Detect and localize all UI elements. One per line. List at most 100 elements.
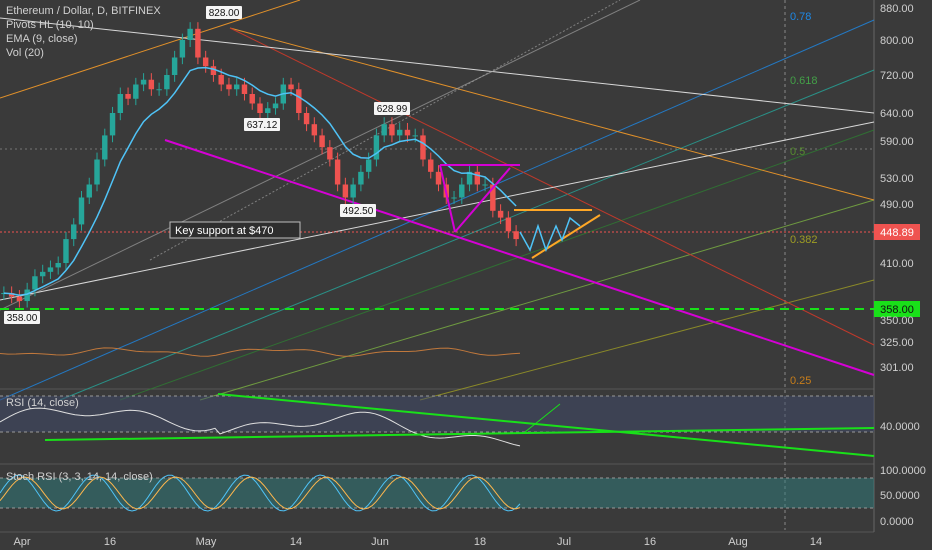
fib-label: 0.382 [790, 234, 818, 246]
price-axis-tick: 350.00 [880, 315, 914, 327]
date-axis-tick: 16 [104, 536, 116, 548]
date-axis-tick: May [196, 536, 217, 548]
candle-body [86, 184, 92, 198]
price-axis-tick: 530.00 [880, 173, 914, 185]
date-axis-tick: 16 [644, 536, 656, 548]
price-axis-tick: 301.00 [880, 362, 914, 374]
candle-body [171, 57, 178, 75]
fib-line-0-25 [419, 279, 875, 401]
candle-body [428, 159, 434, 172]
candle-body [474, 171, 481, 185]
stoch-axis-tick: 100.0000 [880, 465, 926, 477]
candle-body [358, 171, 364, 185]
price-axis-tick: 640.00 [880, 108, 914, 120]
price-axis-tick: 490.00 [880, 199, 914, 211]
candle-body [187, 28, 193, 40]
candle-body [373, 135, 380, 160]
candle-body [140, 79, 147, 85]
legend-symbol: Ethereum / Dollar, D, BITFINEX [6, 5, 161, 17]
date-axis-tick: 14 [810, 536, 822, 548]
candle-body [78, 197, 85, 225]
date-axis-tick: 14 [290, 536, 302, 548]
candle-body [226, 84, 232, 90]
candle-body [265, 108, 271, 113]
candle-body [179, 40, 186, 58]
date-axis-tick: Aug [728, 536, 748, 548]
candle-body [365, 159, 372, 172]
candle-body [210, 66, 217, 75]
current-price-label: 448.89 [880, 227, 914, 239]
stoch-d-line [0, 476, 521, 510]
candle-body [8, 293, 15, 297]
fib-line-0-78 [0, 19, 875, 401]
rsi-resistance-line [217, 393, 875, 457]
candle-body [505, 217, 512, 232]
orange-trend-descending [229, 27, 875, 201]
candle-body [164, 75, 170, 90]
fib-label: 0.618 [790, 75, 818, 87]
candle-body [296, 89, 302, 113]
candle-body [63, 239, 69, 263]
pivot-label: 828.00 [209, 8, 240, 19]
candle-body [257, 103, 263, 113]
orange-trend-upper [0, 0, 301, 99]
fib-line-0-5 [119, 129, 875, 401]
date-axis-tick: Jul [557, 536, 571, 548]
ema-line [3, 66, 517, 296]
fib-label: 0.5 [790, 146, 805, 158]
candle-body [195, 28, 201, 58]
date-axis-tick: 18 [474, 536, 486, 548]
candle-body [420, 135, 426, 160]
candle-body [249, 94, 255, 104]
candle-body [327, 147, 333, 160]
pivot-label-bg [374, 102, 410, 115]
white-trend-descending [0, 17, 875, 114]
candle-body [412, 135, 418, 137]
candle-body [490, 184, 496, 211]
legend-stoch: Stoch RSI (3, 3, 14, 14, close) [6, 471, 153, 483]
triangle-right [454, 167, 511, 233]
price-axis-tick: 800.00 [880, 35, 914, 47]
fib-label: 0.25 [790, 375, 811, 387]
date-axis-tick: Jun [371, 536, 389, 548]
candle-body [303, 113, 310, 125]
candle-body [117, 94, 124, 113]
pivot-label-bg [244, 118, 280, 131]
candle-body [497, 210, 504, 218]
pivot-label: 492.50 [343, 206, 374, 217]
candle-body [272, 103, 279, 109]
stoch-axis-tick: 50.0000 [880, 490, 920, 502]
support-price-label: 358.00 [880, 304, 914, 316]
support-price-badge [874, 301, 920, 317]
stoch-k-line [0, 474, 521, 512]
legend-indicator-3: Vol (20) [6, 47, 44, 59]
candle-body [482, 184, 488, 186]
price-axis-tick: 720.00 [880, 70, 914, 82]
candle-body [234, 84, 240, 90]
candle-body [396, 129, 403, 136]
fib-line-0-618 [59, 69, 875, 401]
candle-body [156, 89, 162, 91]
candle-body [381, 124, 387, 136]
volume-ma-line [0, 347, 521, 357]
candle-body [218, 75, 224, 85]
candle-body [32, 276, 38, 290]
legend-rsi: RSI (14, close) [6, 397, 79, 409]
annotation-key-support: Key support at $470 [175, 225, 273, 237]
stoch-axis-tick: 0.0000 [880, 516, 914, 528]
candle-body [311, 124, 318, 136]
candle-body [55, 263, 61, 268]
price-axis-tick: 590.00 [880, 136, 914, 148]
candle-body [466, 171, 473, 185]
pivot-label: 637.12 [247, 120, 278, 131]
price-axis-tick: 880.00 [880, 3, 914, 15]
candle-body [389, 124, 395, 136]
candle-body [342, 184, 349, 198]
candle-body [451, 197, 457, 199]
candle-body [47, 267, 54, 272]
pivot-label-bg [206, 6, 242, 19]
candle-body [350, 184, 356, 198]
candle-body [94, 159, 100, 185]
